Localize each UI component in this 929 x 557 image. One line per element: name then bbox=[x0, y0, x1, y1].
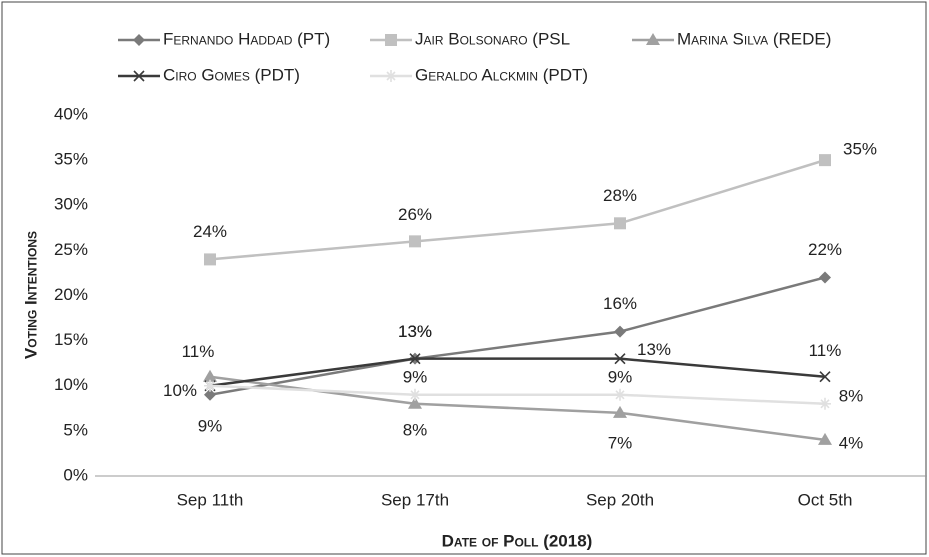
y-tick-label: 10% bbox=[54, 375, 88, 394]
y-tick-label: 25% bbox=[54, 240, 88, 259]
marker bbox=[204, 379, 216, 392]
data-label: 11% bbox=[809, 341, 842, 360]
data-label: 16% bbox=[603, 294, 637, 313]
series-line bbox=[209, 384, 826, 406]
data-label: 26% bbox=[398, 205, 432, 224]
legend-marker bbox=[133, 70, 145, 82]
data-label: 10% bbox=[163, 381, 197, 400]
legend-label: Fernando Haddad (PT) bbox=[163, 29, 330, 48]
data-label: 11% bbox=[182, 342, 215, 361]
x-tick-label: Sep 17th bbox=[381, 490, 449, 509]
data-label: 24% bbox=[193, 222, 227, 241]
data-label: 8% bbox=[403, 420, 428, 439]
legend-marker bbox=[385, 34, 397, 46]
series-line bbox=[209, 276, 826, 397]
series: 10% 13% 13% 11% bbox=[163, 322, 841, 400]
marker bbox=[614, 388, 626, 401]
marker bbox=[819, 397, 831, 410]
marker bbox=[819, 271, 831, 284]
data-label: 8% bbox=[839, 386, 864, 405]
data-label: 9% bbox=[403, 367, 428, 386]
y-tick-label: 5% bbox=[63, 420, 88, 439]
series-line bbox=[209, 158, 826, 261]
legend-label: Ciro Gomes (PDT) bbox=[163, 65, 300, 84]
x-axis-title: Date of Poll (2018) bbox=[442, 531, 593, 550]
data-label: 28% bbox=[603, 186, 637, 205]
data-label: 13% bbox=[637, 340, 671, 359]
marker bbox=[614, 217, 626, 230]
data-label: 9% bbox=[198, 416, 223, 435]
data-label: 9% bbox=[608, 367, 633, 386]
marker bbox=[819, 371, 831, 383]
legend-marker bbox=[385, 70, 397, 82]
marker bbox=[614, 325, 626, 338]
data-label: 35% bbox=[843, 140, 877, 159]
marker bbox=[409, 388, 421, 401]
legend-marker bbox=[133, 34, 145, 46]
series: 9%13%16%22% bbox=[198, 240, 842, 435]
marker bbox=[613, 405, 627, 418]
y-tick-label: 0% bbox=[63, 465, 88, 484]
marker bbox=[204, 253, 216, 266]
data-label: 7% bbox=[608, 433, 633, 452]
y-tick-label: 40% bbox=[54, 104, 88, 123]
x-tick-label: Oct 5th bbox=[798, 490, 853, 509]
y-tick-label: 15% bbox=[54, 330, 88, 349]
data-label: 4% bbox=[839, 433, 864, 452]
y-tick-label: 30% bbox=[54, 195, 88, 214]
marker bbox=[408, 396, 422, 409]
marker bbox=[818, 432, 832, 445]
series: 9% 9% 8% bbox=[204, 367, 863, 410]
data-label: 13% bbox=[398, 322, 432, 341]
legend-label: Geraldo Alckmin (PDT) bbox=[415, 65, 588, 84]
data-label: 13% bbox=[398, 322, 432, 341]
y-tick-label: 35% bbox=[54, 150, 88, 169]
y-tick-label: 20% bbox=[54, 285, 88, 304]
y-axis-title: Voting Intentions bbox=[21, 231, 40, 359]
marker bbox=[614, 353, 626, 365]
marker bbox=[409, 235, 421, 248]
legend-marker bbox=[646, 33, 660, 45]
marker bbox=[204, 388, 216, 401]
series: 24% 26% 28% 35% bbox=[193, 140, 877, 266]
x-tick-label: Sep 11th bbox=[177, 490, 244, 509]
marker bbox=[203, 369, 217, 382]
series-line bbox=[209, 357, 826, 387]
x-tick-label: Sep 20th bbox=[586, 490, 654, 509]
data-label: 22% bbox=[808, 240, 842, 259]
legend-label: Marina Silva (REDE) bbox=[677, 29, 831, 48]
marker bbox=[819, 154, 831, 167]
legend-label: Jair Bolsonaro (PSL bbox=[415, 29, 570, 48]
marker bbox=[409, 353, 421, 365]
